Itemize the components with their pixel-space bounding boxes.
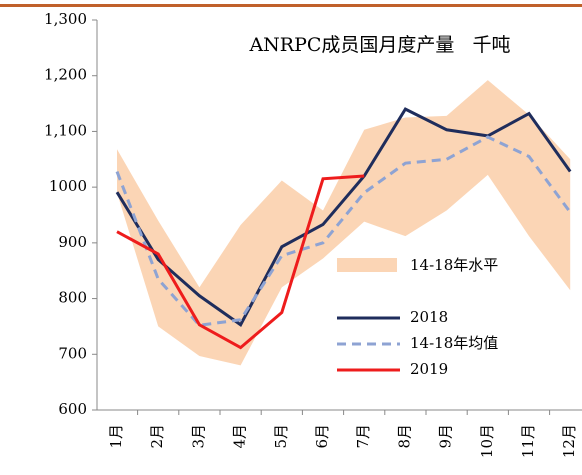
y-tick-label: 700	[58, 344, 87, 362]
x-tick-label: 3月	[189, 424, 207, 449]
y-tick-label: 1000	[49, 177, 87, 195]
y-tick-label: 800	[58, 289, 87, 307]
series-line	[116, 174, 365, 350]
x-tick-label: 4月	[231, 424, 249, 449]
legend-label: 2019	[410, 360, 448, 378]
y-tick-label: 1,300	[44, 10, 87, 28]
chart-title: ANRPC成员国月度产量 千吨	[248, 34, 510, 56]
x-tick-label: 2月	[148, 424, 166, 449]
legend-label: 14-18年均值	[410, 334, 498, 352]
x-tick-label: 8月	[395, 424, 413, 449]
x-tick-label: 9月	[437, 424, 455, 449]
y-tick-label: 1,200	[44, 66, 87, 84]
y-tick-label: 600	[58, 400, 87, 418]
y-tick-label: 1,100	[44, 121, 87, 139]
top-rule	[0, 4, 582, 7]
x-tick-label: 5月	[272, 424, 290, 449]
x-tick-label: 10月	[478, 424, 496, 458]
y-tick-label: 900	[58, 233, 87, 251]
legend-label: 2018	[410, 308, 448, 326]
series-line	[115, 135, 572, 327]
legend-label: 14-18年水平	[410, 256, 498, 274]
x-tick-label: 11月	[519, 424, 537, 458]
x-tick-label: 6月	[313, 424, 331, 449]
legend-swatch	[337, 258, 397, 272]
x-tick-label: 12月	[560, 424, 578, 458]
x-tick-label: 7月	[354, 424, 372, 449]
band-area	[117, 80, 571, 366]
x-tick-label: 1月	[107, 424, 125, 449]
series-line	[115, 107, 572, 327]
